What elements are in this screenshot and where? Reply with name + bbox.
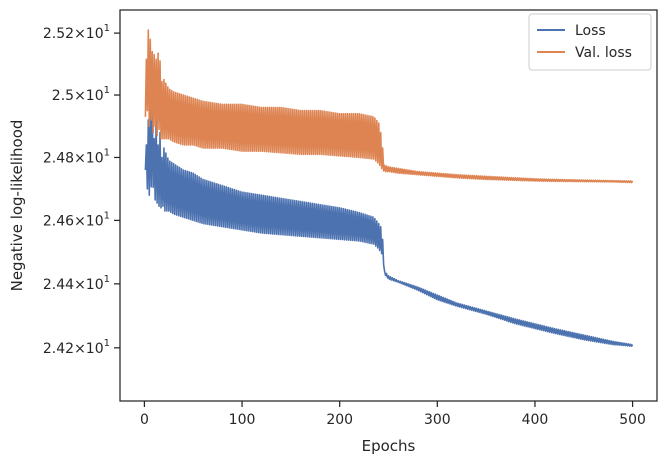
plot-frame [119, 9, 658, 402]
series-line-val-loss [144, 29, 634, 184]
y-tick-mantissa: 2.52 [43, 26, 74, 42]
y-tick-label: 2.46×101 [43, 210, 110, 229]
y-tick-exponent: 1 [104, 85, 110, 96]
y-tick-base: 10 [86, 213, 104, 229]
y-tick-cross: × [74, 88, 86, 104]
y-tick-exponent: 1 [104, 147, 110, 158]
x-axis: 0 100 200 300 400 500 [140, 401, 646, 428]
x-tick-label: 200 [326, 412, 353, 428]
y-tick-mantissa: 2.46 [43, 213, 74, 229]
y-tick-label: 2.48×101 [43, 147, 110, 166]
legend: Loss Val. loss [528, 13, 652, 71]
x-axis-label: Epochs [362, 437, 416, 455]
y-tick-label: 2.52×101 [43, 23, 110, 42]
y-tick-exponent: 1 [104, 23, 110, 34]
y-tick-exponent: 1 [104, 210, 110, 221]
y-tick-base: 10 [86, 277, 104, 293]
x-tick-label: 100 [229, 412, 256, 428]
y-tick-base: 10 [86, 150, 104, 166]
series-line-loss [144, 100, 634, 347]
y-tick-mantissa: 2.48 [43, 150, 74, 166]
legend-label: Loss [575, 23, 606, 39]
y-tick-exponent: 1 [104, 274, 110, 285]
y-tick-mantissa: 2.42 [43, 341, 74, 357]
y-tick-cross: × [74, 341, 86, 357]
x-tick-label: 400 [522, 412, 549, 428]
y-tick-mantissa: 2.5 [52, 88, 74, 104]
y-tick-cross: × [74, 26, 86, 42]
x-tick-label: 0 [140, 412, 149, 428]
y-axis: 2.42×1012.44×1012.46×1012.48×1012.5×1012… [43, 23, 120, 357]
plot-area [119, 9, 658, 402]
legend-box [528, 13, 652, 71]
y-tick-label: 2.44×101 [43, 274, 110, 293]
y-axis-label: Negative log-likelihood [8, 120, 26, 292]
legend-label: Val. loss [575, 45, 632, 61]
y-tick-label: 2.42×101 [43, 338, 110, 357]
y-tick-label: 2.5×101 [52, 85, 110, 104]
y-tick-base: 10 [86, 341, 104, 357]
y-tick-cross: × [74, 277, 86, 293]
x-tick-label: 300 [424, 412, 451, 428]
y-tick-exponent: 1 [104, 338, 110, 349]
x-tick-label: 500 [619, 412, 646, 428]
y-tick-base: 10 [86, 26, 104, 42]
series-layer [144, 29, 634, 347]
y-tick-base: 10 [86, 88, 104, 104]
y-tick-cross: × [74, 150, 86, 166]
y-tick-mantissa: 2.44 [43, 277, 74, 293]
y-tick-cross: × [74, 213, 86, 229]
